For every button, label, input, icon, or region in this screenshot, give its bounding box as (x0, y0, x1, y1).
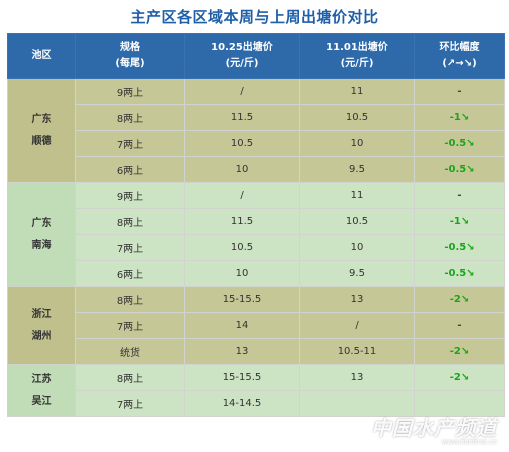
spec-cell: 8两上 (75, 104, 185, 131)
price-1025-cell: 13 (184, 338, 300, 365)
price-1101-cell: 13 (299, 286, 415, 313)
region-province: 浙江 (31, 308, 52, 320)
price-1101-cell: 11 (299, 182, 415, 209)
price-1025-cell: 10 (184, 260, 300, 287)
price-1025-cell: / (184, 182, 300, 209)
spec-cell: 6两上 (75, 260, 185, 287)
table-row: 7两上 10.5 10 -0.5↘ (8, 130, 505, 157)
region-cell: 浙江 湖州 (7, 286, 76, 365)
change-cell: -0.5↘ (414, 156, 505, 183)
region-cell: 广东 顺德 (7, 78, 76, 183)
watermark-url: www.fishfirst.cn (441, 438, 497, 446)
price-1101-cell: 10.5-11 (299, 338, 415, 365)
change-cell: -0.5↘ (414, 130, 505, 157)
spec-cell: 9两上 (75, 78, 185, 105)
table-row: 广东 顺德 9两上/11- (7, 78, 505, 183)
price-1025-cell: 15-15.5 (184, 286, 300, 313)
change-cell: -0.5↘ (414, 234, 505, 261)
price-1101-cell (299, 390, 415, 417)
page-title: 主产区各区域本周与上周出塘价对比 (130, 8, 379, 26)
table-row: 7两上 14/- (8, 312, 505, 339)
change-cell: - (414, 78, 505, 105)
spec-cell: 6两上 (75, 156, 185, 183)
price-1101-cell: 10.5 (299, 208, 415, 235)
price-comparison-table: 池区 规格 (每尾) 10.25出塘价 (元/斤) 11.01出塘价 (元/斤) 环比… (7, 33, 505, 417)
region-cell: 广东 南海 (7, 182, 76, 287)
spec-cell: 8两上 (75, 364, 185, 391)
region-city: 顺德 (31, 135, 52, 147)
change-cell: -0.5↘ (414, 260, 505, 287)
price-1101-cell: 9.5 (299, 156, 415, 183)
price-1025-cell: 15-15.5 (184, 364, 300, 391)
price-1101-cell: 11 (299, 78, 415, 105)
price-1025-cell: 14-14.5 (184, 390, 300, 417)
change-cell: -2↘ (414, 338, 505, 365)
table-header-row: 池区 规格 (每尾) 10.25出塘价 (元/斤) 11.01出塘价 (元/斤) 环比… (7, 33, 505, 79)
price-1101-cell: / (299, 312, 415, 339)
table-row: 6两上 10 9.5 -0.5↘ (8, 156, 505, 183)
table-row: 浙江 湖州 8两上 15-15.5 13 -2↘ (7, 286, 505, 365)
spec-cell: 9两上 (75, 182, 185, 209)
change-cell: -1↘ (414, 208, 505, 235)
table-row: 统货 13 10.5-11 -2↘ (8, 338, 505, 365)
price-1025-cell: 14 (184, 312, 300, 339)
spec-cell: 7两上 (75, 130, 185, 157)
spec-cell: 7两上 (75, 312, 185, 339)
header-spec: 规格 (每尾) (75, 33, 185, 79)
price-1101-cell: 10.5 (299, 104, 415, 131)
header-price-1101: 11.01出塘价 (元/斤) (299, 33, 415, 79)
region-cell: 江苏 吴江 (7, 364, 76, 417)
watermark-text: 中国水产频道 (371, 416, 497, 440)
table-row: 8两上 11.5 10.5 -1↘ (8, 208, 505, 235)
table-row: 6两上 10 9.5 -0.5↘ (8, 260, 505, 287)
table-row: 江苏 吴江 8两上 15-15.5 13 -2↘ (7, 364, 505, 417)
watermark-logo: 中国水产频道 www.fishfirst.cn (371, 412, 497, 446)
spec-cell: 统货 (75, 338, 185, 365)
region-city: 南海 (31, 239, 52, 251)
price-1025-cell: 10 (184, 156, 300, 183)
region-city: 湖州 (31, 330, 52, 342)
spec-cell: 8两上 (75, 208, 185, 235)
header-region: 池区 (7, 33, 76, 79)
region-province: 广东 (31, 113, 52, 125)
table-row: 8两上 11.5 10.5 -1↘ (8, 104, 505, 131)
change-cell: -1↘ (414, 104, 505, 131)
price-1101-cell: 13 (299, 364, 415, 391)
price-1025-cell: 11.5 (184, 104, 300, 131)
change-cell: -2↘ (414, 364, 505, 391)
region-province: 江苏 (31, 373, 52, 385)
price-1101-cell: 10 (299, 130, 415, 157)
region-province: 广东 (31, 217, 52, 229)
table-row: 7两上 14-14.5 (8, 390, 505, 417)
spec-cell: 7两上 (75, 234, 185, 261)
price-1101-cell: 10 (299, 234, 415, 261)
change-cell: -2↘ (414, 286, 505, 313)
header-price-1025: 10.25出塘价 (元/斤) (184, 33, 300, 79)
price-1025-cell: / (184, 78, 300, 105)
region-city: 吴江 (31, 395, 52, 407)
change-cell (414, 390, 505, 417)
table-row: 广东 南海 9两上/11- (7, 182, 505, 287)
table-row: 7两上 10.5 10 -0.5↘ (8, 234, 505, 261)
spec-cell: 8两上 (75, 286, 185, 313)
price-1025-cell: 11.5 (184, 208, 300, 235)
price-1101-cell: 9.5 (299, 260, 415, 287)
change-cell: - (414, 312, 505, 339)
price-1025-cell: 10.5 (184, 234, 300, 261)
price-1025-cell: 10.5 (184, 130, 300, 157)
header-change: 环比幅度 (↗→↘) (414, 33, 505, 79)
change-cell: - (414, 182, 505, 209)
spec-cell: 7两上 (75, 390, 185, 417)
